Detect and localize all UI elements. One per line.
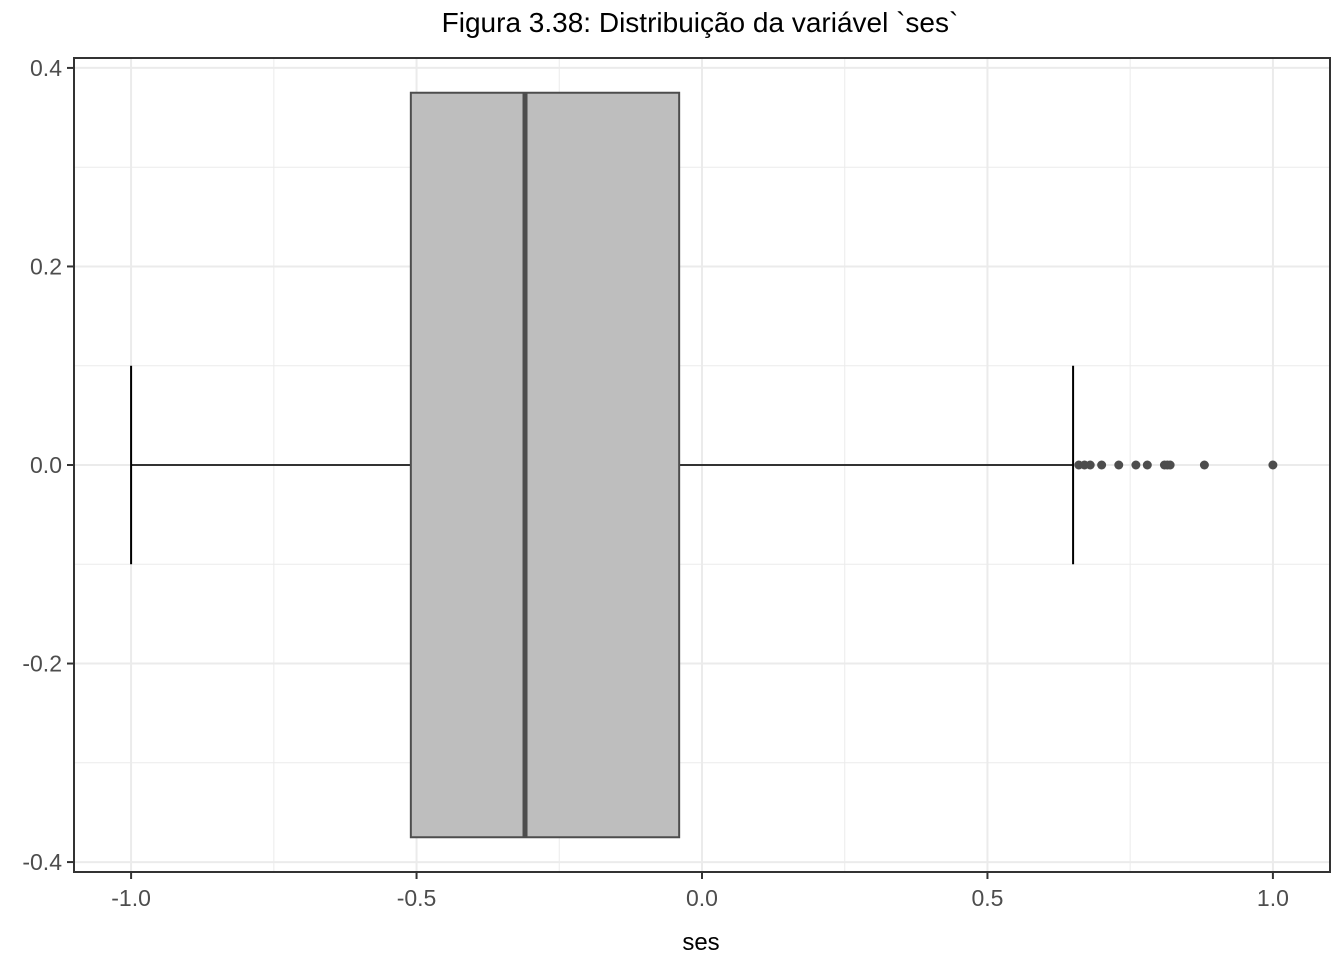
x-tick-label: 0.0 <box>686 885 718 911</box>
outlier-point <box>1199 460 1209 470</box>
outlier-point <box>1131 460 1141 470</box>
y-tick-label: -0.2 <box>22 651 62 677</box>
outlier-point <box>1142 460 1152 470</box>
x-tick-label: 0.5 <box>971 885 1003 911</box>
x-tick-label: 1.0 <box>1257 885 1289 911</box>
x-tick-label: -1.0 <box>111 885 151 911</box>
outlier-point <box>1085 460 1095 470</box>
y-axis: -0.4 -0.2 0.0 0.2 0.4 <box>22 55 74 875</box>
y-tick-label: -0.4 <box>22 849 62 875</box>
y-tick-label: 0.4 <box>30 55 62 81</box>
y-tick-label: 0.0 <box>30 452 62 478</box>
y-tick-label: 0.2 <box>30 253 62 279</box>
outlier-point <box>1165 460 1175 470</box>
box-iqr <box>409 91 681 839</box>
x-axis: -1.0 -0.5 0.0 0.5 1.0 <box>111 872 1289 911</box>
outlier-point <box>1097 460 1107 470</box>
x-axis-title: ses <box>682 929 719 956</box>
chart-title: Figura 3.38: Distribuição da variável `s… <box>442 7 959 38</box>
x-tick-label: -0.5 <box>397 885 437 911</box>
outlier-point <box>1114 460 1124 470</box>
plot-marks <box>130 91 1278 839</box>
outlier-point <box>1268 460 1278 470</box>
